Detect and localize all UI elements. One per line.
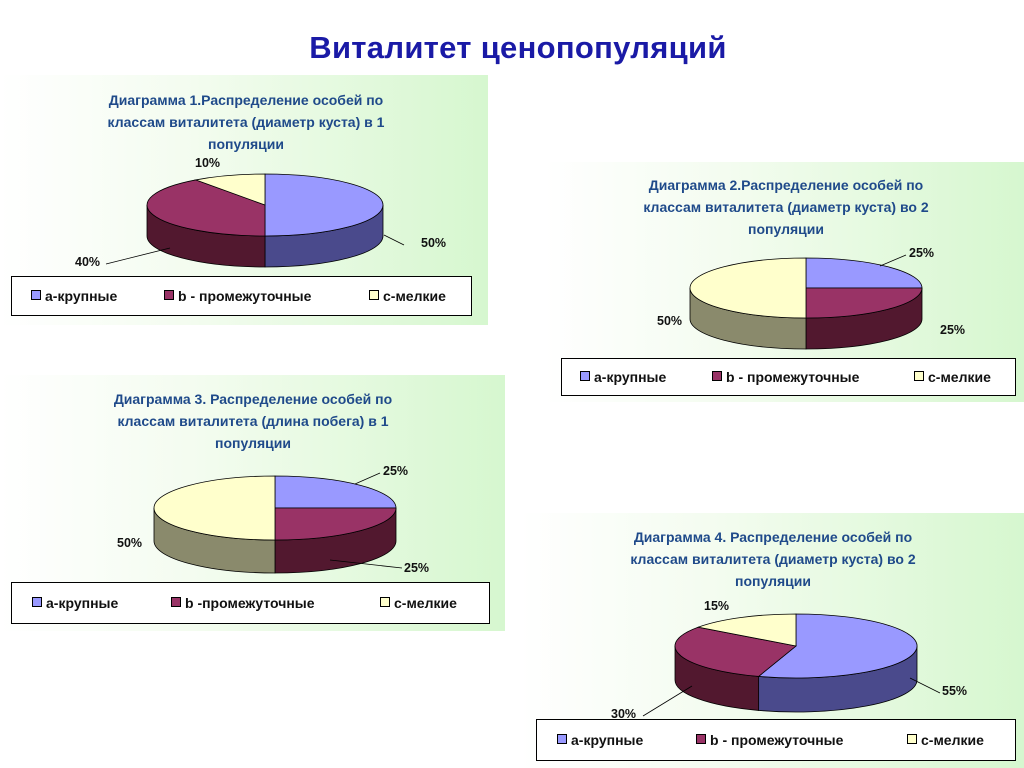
chart-1-legend-item-a: а-крупные (31, 288, 117, 304)
chart-3-legend: а-крупные b -промежуточные с-мелкие (11, 582, 490, 624)
chart-4-legend: а-крупные b - промежуточные с-мелкие (536, 719, 1016, 761)
chart-2-slice-b (805, 287, 923, 319)
chart-4-title-line-3: популяции (735, 573, 811, 589)
chart-3-pie-tops (153, 475, 397, 541)
legend-swatch-a (32, 597, 42, 607)
chart-1-data-label-c: 10% (195, 156, 220, 170)
chart-2-legend-item-c: с-мелкие (914, 369, 991, 385)
chart-4-leader-line-b (642, 685, 693, 717)
legend-swatch-b (171, 597, 181, 607)
chart-1-legend: а-крупные b - промежуточные с-мелкие (11, 276, 472, 316)
chart-3-title-line-2: классам виталитета (длина побега) в 1 (117, 413, 389, 429)
chart-2-leader-line-a (879, 254, 907, 267)
legend-label-b: b - промежуточные (710, 732, 844, 748)
legend-swatch-a (31, 290, 41, 300)
legend-swatch-c (914, 371, 924, 381)
legend-label-b: b - промежуточные (726, 369, 860, 385)
legend-swatch-c (907, 734, 917, 744)
chart-2-legend-item-a: а-крупные (580, 369, 666, 385)
chart-1-data-label-a: 50% (421, 236, 446, 250)
chart-3-leader-line-b (329, 559, 403, 569)
chart-4-data-label-a: 55% (942, 684, 967, 698)
legend-label-a: а-крупные (45, 288, 118, 304)
legend-swatch-c (369, 290, 379, 300)
legend-label-c: с-мелкие (394, 595, 457, 611)
chart-3-title-line-3: популяции (215, 435, 291, 451)
chart-1-slice-a (264, 173, 384, 237)
chart-4-slice-c (696, 613, 797, 647)
legend-label-a: а-крупные (594, 369, 667, 385)
legend-label-c: с-мелкие (383, 288, 446, 304)
chart-2-title-line-3: популяции (748, 221, 824, 237)
legend-swatch-b (164, 290, 174, 300)
chart-4-leader-line-a (909, 677, 941, 694)
legend-label-c: с-мелкие (928, 369, 991, 385)
chart-3-data-label-a: 25% (383, 464, 408, 478)
chart-3-legend-item-a: а-крупные (32, 595, 118, 611)
chart-3-slice-a (274, 475, 397, 509)
chart-1-title-line-1: Диаграмма 1.Распределение особей по (108, 92, 384, 108)
chart-2-title-line-1: Диаграмма 2.Распределение особей по (648, 177, 924, 193)
legend-swatch-b (696, 734, 706, 744)
chart-2-legend: а-крупные b - промежуточные с-мелкие (561, 358, 1016, 396)
chart-4-title-line-1: Диаграмма 4. Распределение особей по (633, 529, 913, 545)
chart-4-data-label-b: 30% (611, 707, 636, 721)
legend-swatch-a (580, 371, 590, 381)
chart-4-slice-b (674, 626, 797, 677)
chart-2-pie-tops (689, 257, 923, 319)
chart-3-title: Диаграмма 3. Распределение особей по кла… (53, 388, 453, 454)
legend-label-b: b - промежуточные (178, 288, 312, 304)
chart-1-pie-tops (146, 173, 384, 237)
chart-3-leader-line-a (354, 472, 381, 485)
legend-label-a: а-крупные (46, 595, 119, 611)
chart-2-slice-a (805, 257, 923, 289)
chart-4-slice-a (757, 613, 918, 679)
chart-1-title-line-3: популяции (208, 136, 284, 152)
chart-3-data-label-c: 50% (117, 536, 142, 550)
chart-1-slice-c (194, 173, 266, 206)
legend-label-b: b -промежуточные (185, 595, 315, 611)
legend-label-c: с-мелкие (921, 732, 984, 748)
chart-4-data-label-c: 15% (704, 599, 729, 613)
chart-2-data-label-b: 25% (940, 323, 965, 337)
chart-2-data-label-a: 25% (909, 246, 934, 260)
chart-1-title-line-2: классам виталитета (диаметр куста) в 1 (107, 114, 385, 130)
chart-3-slice-c (153, 475, 276, 541)
legend-swatch-a (557, 734, 567, 744)
chart-4-pie-tops (674, 613, 918, 679)
chart-3-slice-b (274, 507, 397, 541)
chart-4-legend-item-a: а-крупные (557, 732, 643, 748)
chart-1-data-label-b: 40% (75, 255, 100, 269)
slide-title: Виталитет ценопопуляций (309, 30, 727, 65)
chart-2-title: Диаграмма 2.Распределение особей по клас… (586, 174, 986, 240)
chart-1-slice-b (146, 179, 266, 237)
legend-label-a: а-крупные (571, 732, 644, 748)
chart-4-title-line-2: классам виталитета (диаметр куста) во 2 (630, 551, 916, 567)
chart-2-title-line-2: классам виталитета (диаметр куста) во 2 (643, 199, 929, 215)
chart-2-slice-c (689, 257, 807, 319)
chart-3-data-label-b: 25% (404, 561, 429, 575)
legend-swatch-b (712, 371, 722, 381)
chart-4-legend-item-c: с-мелкие (907, 732, 984, 748)
chart-1-legend-item-b: b - промежуточные (164, 288, 311, 304)
chart-2-data-label-c: 50% (657, 314, 682, 328)
chart-3-title-line-1: Диаграмма 3. Распределение особей по (113, 391, 393, 407)
chart-1-leader-line-b (105, 247, 171, 265)
legend-swatch-c (380, 597, 390, 607)
chart-1-pie-sides (146, 204, 384, 268)
chart-2-legend-item-b: b - промежуточные (712, 369, 859, 385)
chart-1-leader-line-a (383, 234, 405, 246)
chart-4-legend-item-b: b - промежуточные (696, 732, 843, 748)
chart-1-title: Диаграмма 1.Распределение особей по клас… (46, 89, 446, 155)
chart-1-legend-item-c: с-мелкие (369, 288, 446, 304)
chart-3-legend-item-c: с-мелкие (380, 595, 457, 611)
chart-4-title: Диаграмма 4. Распределение особей по кла… (573, 526, 973, 592)
chart-3-legend-item-b: b -промежуточные (171, 595, 315, 611)
